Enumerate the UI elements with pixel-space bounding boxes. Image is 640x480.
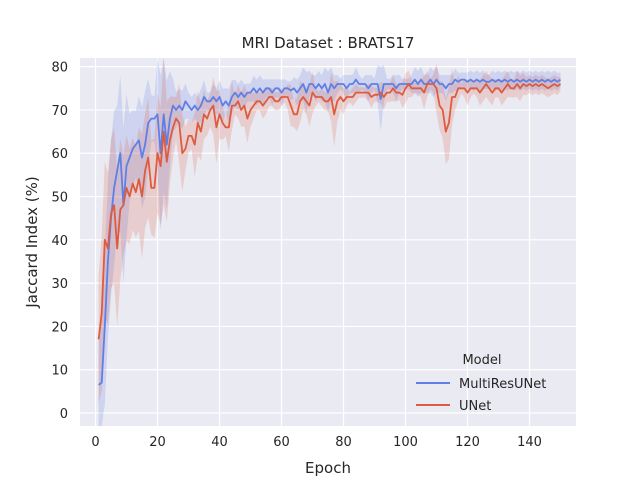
legend-label-unet: UNet	[459, 399, 491, 414]
x-axis-label: Epoch	[305, 459, 351, 477]
x-tick-label: 0	[91, 435, 99, 450]
x-tick-label: 20	[149, 435, 166, 450]
y-tick-label: 50	[51, 191, 68, 206]
confidence-band-unet	[98, 58, 561, 404]
confidence-band-multiresunet	[98, 58, 561, 426]
y-tick-label: 0	[60, 407, 68, 422]
y-tick-label: 60	[51, 147, 68, 162]
y-tick-label: 40	[51, 234, 68, 249]
y-tick-label: 20	[51, 320, 68, 335]
x-tick-label: 80	[335, 435, 352, 450]
grid-lines	[80, 58, 576, 426]
y-tick-label: 70	[51, 104, 68, 119]
series-line-unet	[97, 83, 562, 340]
x-tick-label: 140	[517, 435, 542, 450]
x-tick-label: 100	[393, 435, 418, 450]
y-tick-labels: 0 10 20 30 40 50 60 70 80	[51, 61, 68, 422]
confidence-bands	[98, 58, 561, 426]
legend: Model MultiResUNet UNet	[416, 353, 546, 414]
x-tick-label: 120	[455, 435, 480, 450]
series-lines	[97, 78, 562, 386]
y-tick-label: 80	[51, 61, 68, 76]
chart-title: MRI Dataset : BRATS17	[242, 34, 415, 52]
y-tick-label: 10	[51, 364, 68, 379]
x-tick-labels: 0 20 40 60 80 100 120 140	[91, 435, 542, 450]
x-tick-label: 40	[211, 435, 228, 450]
y-tick-label: 30	[51, 277, 68, 292]
y-axis-label: Jaccard Index (%)	[23, 176, 41, 309]
legend-label-multiresunet: MultiResUNet	[459, 377, 546, 392]
x-tick-label: 60	[273, 435, 290, 450]
series-line-multiresunet	[98, 78, 562, 386]
legend-title: Model	[462, 353, 501, 368]
